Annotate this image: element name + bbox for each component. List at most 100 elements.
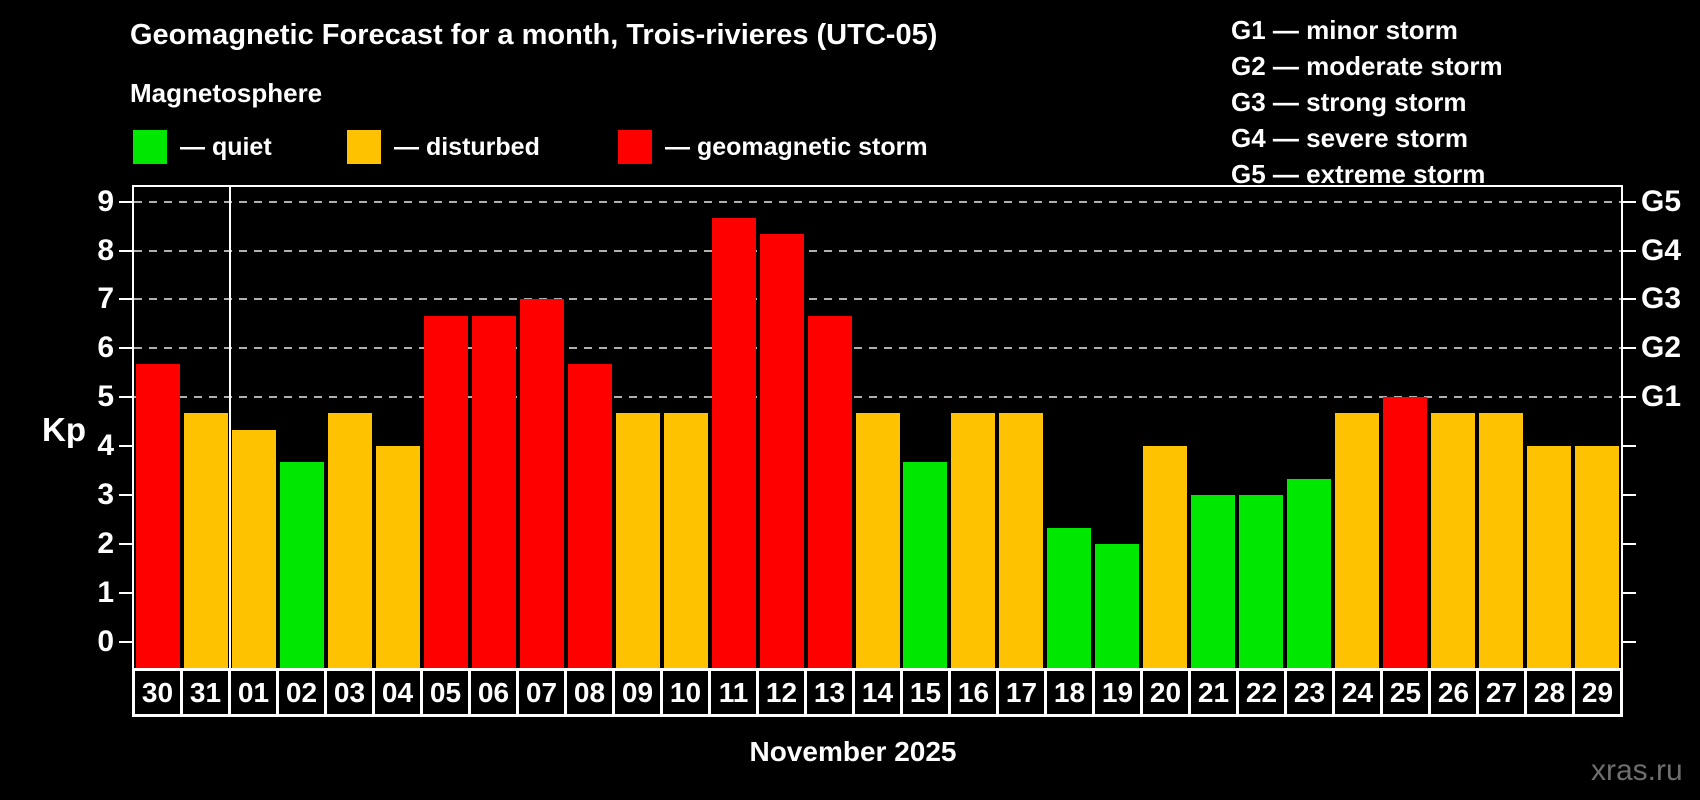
kp-bar-day-15 xyxy=(903,462,948,668)
day-label-cell-05: 05 xyxy=(423,671,471,714)
day-label-cell-28: 28 xyxy=(1527,671,1575,714)
kp-bar-day-10 xyxy=(663,413,708,668)
kp-bar-day-18 xyxy=(1047,527,1092,668)
g-tick-label-g5: G5 xyxy=(1641,184,1682,218)
g-scale-legend: G1 — minor storm G2 — moderate storm G3 … xyxy=(1231,12,1503,192)
storm-color-swatch xyxy=(618,130,652,164)
day-label-cell-11: 11 xyxy=(711,671,759,714)
g-tick-label-g2: G2 xyxy=(1641,331,1682,365)
gridline-kp6 xyxy=(134,347,1621,350)
day-label-cell-19: 19 xyxy=(1095,671,1143,714)
legend-item-disturbed: — disturbed xyxy=(347,130,540,164)
kp-bar-day-24 xyxy=(1335,413,1380,668)
day-label-cell-15: 15 xyxy=(903,671,951,714)
axis-tick-left-4 xyxy=(119,445,132,448)
y-tick-label-7: 7 xyxy=(97,282,114,316)
kp-bar-day-16 xyxy=(951,413,996,668)
legend-item-quiet: — quiet xyxy=(133,130,272,164)
axis-tick-left-6 xyxy=(119,347,132,350)
legend-item-storm: — geomagnetic storm xyxy=(618,130,928,164)
g-scale-legend-item-g1: G1 — minor storm xyxy=(1231,15,1458,45)
y-tick-label-4: 4 xyxy=(97,429,114,463)
g-scale-legend-item-g3: G3 — strong storm xyxy=(1231,87,1467,117)
day-label-cell-07: 07 xyxy=(519,671,567,714)
y-tick-label-1: 1 xyxy=(97,575,114,609)
axis-tick-right-7 xyxy=(1623,298,1636,301)
day-label-cell-03: 03 xyxy=(327,671,375,714)
watermark-xras: xras.ru xyxy=(1591,754,1683,787)
axis-tick-right-4 xyxy=(1623,445,1636,448)
day-label-row: 30 31 01 02 03 04 05 06 07 08 09 10 11 12 13 14 15 16 17 18… xyxy=(132,668,1623,717)
axis-tick-left-5 xyxy=(119,396,132,399)
disturbed-label: — disturbed xyxy=(394,132,540,161)
day-label-cell-22: 22 xyxy=(1239,671,1287,714)
day-label-cell-14: 14 xyxy=(855,671,903,714)
y-tick-label-5: 5 xyxy=(97,380,114,414)
y-tick-label-8: 8 xyxy=(97,233,114,267)
kp-bar-day-06 xyxy=(471,315,516,668)
day-label-cell-24: 24 xyxy=(1335,671,1383,714)
kp-bar-day-25 xyxy=(1383,397,1428,668)
day-label-cell-25: 25 xyxy=(1383,671,1431,714)
month-separator-line xyxy=(228,187,231,668)
kp-bar-day-04 xyxy=(375,446,420,668)
day-label-cell-27: 27 xyxy=(1479,671,1527,714)
g-tick-label-g1: G1 xyxy=(1641,380,1682,414)
g-scale-legend-item-g5: G5 — extreme storm xyxy=(1231,159,1486,189)
kp-bar-day-20 xyxy=(1143,446,1188,668)
axis-tick-left-1 xyxy=(119,591,132,594)
axis-tick-right-8 xyxy=(1623,249,1636,252)
kp-bar-day-07 xyxy=(519,299,564,668)
kp-bar-day-01 xyxy=(231,429,276,668)
quiet-label: — quiet xyxy=(180,132,272,161)
day-label-cell-06: 06 xyxy=(471,671,519,714)
axis-tick-right-5 xyxy=(1623,396,1636,399)
day-label-cell-10: 10 xyxy=(663,671,711,714)
gridline-kp5 xyxy=(134,396,1621,399)
kp-bar-day-26 xyxy=(1431,413,1476,668)
axis-tick-left-2 xyxy=(119,542,132,545)
kp-bar-day-13 xyxy=(807,315,852,668)
day-label-cell-18: 18 xyxy=(1047,671,1095,714)
g-tick-label-g4: G4 xyxy=(1641,233,1682,267)
day-label-cell-01: 01 xyxy=(231,671,279,714)
axis-tick-left-8 xyxy=(119,249,132,252)
gridline-kp7 xyxy=(134,298,1621,301)
disturbed-color-swatch xyxy=(347,130,381,164)
axis-tick-right-1 xyxy=(1623,591,1636,594)
kp-bar-day-03 xyxy=(327,413,372,668)
y-tick-label-3: 3 xyxy=(97,478,114,511)
kp-bar-day-27 xyxy=(1479,413,1524,668)
kp-axis-label: Kp xyxy=(42,411,86,448)
kp-bar-day-11 xyxy=(711,217,756,668)
day-label-cell-29: 29 xyxy=(1581,676,1614,708)
kp-bar-day-17 xyxy=(999,413,1044,668)
day-label-cell-17: 17 xyxy=(999,671,1047,714)
day-label-cell-21: 21 xyxy=(1191,671,1239,714)
g-scale-legend-item-g2: G2 — moderate storm xyxy=(1231,51,1503,81)
kp-bar-day-22 xyxy=(1239,495,1284,668)
axis-tick-left-0 xyxy=(119,640,132,643)
gridline-kp9 xyxy=(134,200,1621,203)
kp-bar-day-08 xyxy=(567,364,612,668)
quiet-color-swatch xyxy=(133,130,167,164)
axis-tick-right-3 xyxy=(1623,494,1636,496)
kp-bar-day-09 xyxy=(615,413,660,668)
kp-bar-day-30 xyxy=(135,364,180,668)
kp-bar-day-19 xyxy=(1095,543,1140,668)
y-tick-label-2: 2 xyxy=(97,526,114,560)
day-label-cell-23: 23 xyxy=(1287,671,1335,714)
kp-bar-day-21 xyxy=(1191,495,1236,668)
day-label-cell-12: 12 xyxy=(759,671,807,714)
day-label-cell-16: 16 xyxy=(951,671,999,714)
y-tick-label-0: 0 xyxy=(97,624,114,658)
axis-tick-right-9 xyxy=(1623,200,1636,203)
day-label-cell-31: 31 xyxy=(183,671,231,714)
day-label-cell-04: 04 xyxy=(375,671,423,714)
kp-bar-day-05 xyxy=(423,315,468,668)
day-label-cell-09: 09 xyxy=(615,671,663,714)
kp-bar-day-14 xyxy=(855,413,900,668)
day-label-cell-20: 20 xyxy=(1143,671,1191,714)
axis-tick-right-2 xyxy=(1623,542,1636,545)
axis-tick-right-6 xyxy=(1623,347,1636,350)
